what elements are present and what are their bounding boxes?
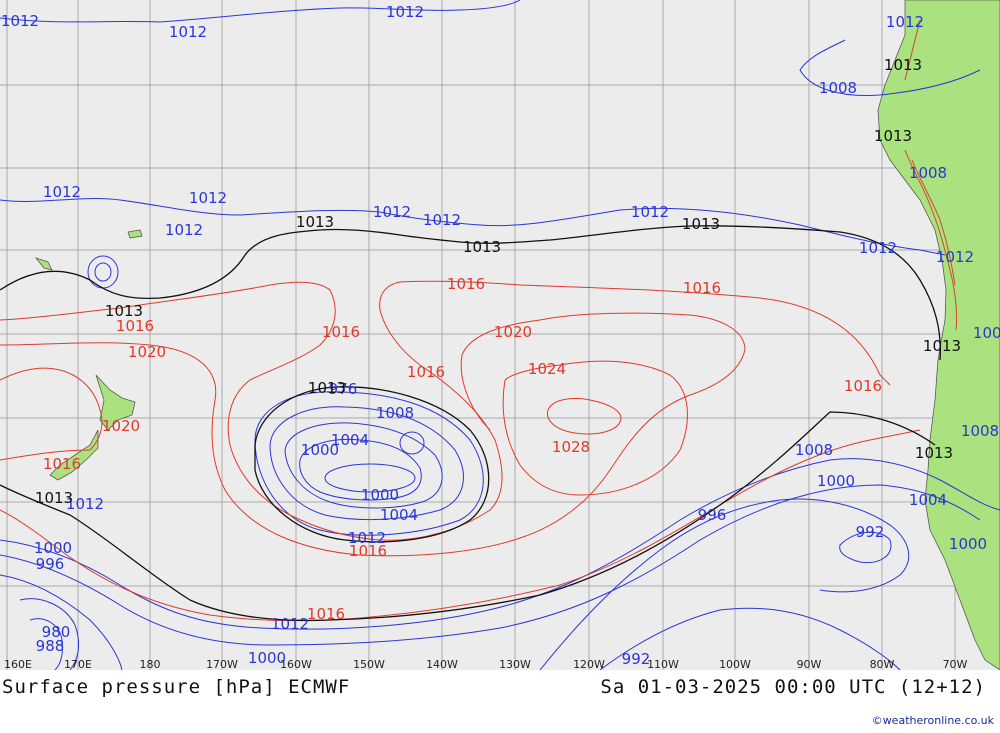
isobar-label-blue: 976	[329, 380, 358, 398]
pressure-map: 160E 170E 180 170W 160W 150W 140W 130W 120W 110W 1…	[0, 0, 1000, 670]
longitude-label: 160E	[4, 658, 32, 670]
isobar-label-red: 1016	[407, 363, 445, 381]
new-zealand-north	[95, 374, 136, 431]
isobar-label-black: 1013	[915, 444, 953, 462]
isobar-label-blue: 1004	[909, 491, 947, 509]
isobar-label-blue: 996	[698, 506, 727, 524]
isobar-label-red: 1016	[116, 317, 154, 335]
ocean-background	[0, 0, 1000, 670]
isobar-label-blue: 1012	[1, 12, 39, 30]
isobar-label-blue: 1012	[936, 248, 974, 266]
isobar-label-red: 1016	[683, 279, 721, 297]
isobar-label-red: 1016	[43, 455, 81, 473]
isobar-label-blue: 1008	[973, 324, 1000, 342]
isobar-label-red: 1020	[494, 323, 532, 341]
south-america	[877, 0, 1000, 670]
longitude-label: 80W	[870, 658, 895, 670]
isobar-label-blue: 1012	[271, 615, 309, 633]
longitude-label: 160W	[280, 658, 312, 670]
isobar-label-blue: 1008	[795, 441, 833, 459]
isobar-label-red: 1016	[322, 323, 360, 341]
longitude-label: 170W	[206, 658, 238, 670]
isobar-label-blue: 988	[36, 637, 65, 655]
isobar-label-red: 1016	[349, 542, 387, 560]
isobars-high	[0, 280, 921, 622]
andes-relief	[904, 19, 958, 331]
fiji-islands	[127, 229, 143, 239]
isobar-label-blue: 1008	[961, 422, 999, 440]
isobar-label-blue: 1000	[34, 539, 72, 557]
longitude-label: 150W	[353, 658, 385, 670]
isobar-label-blue: 992	[622, 650, 651, 668]
isobar-label-red: 1024	[528, 360, 566, 378]
isobar-label-red: 1020	[128, 343, 166, 361]
isobar-label-blue: 1008	[909, 164, 947, 182]
isobar-label-red: 1020	[102, 417, 140, 435]
isobar-label-blue: 1000	[361, 486, 399, 504]
longitude-label: 130W	[499, 658, 531, 670]
isobar-label-black: 1013	[463, 238, 501, 256]
isobar-label-blue: 1000	[248, 649, 286, 667]
isobar-label-blue: 996	[36, 555, 65, 573]
isobar-label-black: 1013	[874, 127, 912, 145]
isobar-label-blue: 1012	[386, 3, 424, 21]
isobar-label-black: 1013	[308, 379, 346, 397]
isobar-label-black: 1013	[35, 489, 73, 507]
isobar-label-blue: 1012	[189, 189, 227, 207]
isobar-label-blue: 1012	[165, 221, 203, 239]
longitude-label: 180	[140, 658, 161, 670]
isobar-label-black: 1013	[296, 213, 334, 231]
isobar-label-blue: 1000	[301, 441, 339, 459]
longitude-label: 100W	[719, 658, 751, 670]
isobar-label-black: 1013	[923, 337, 961, 355]
isobar-label-red: 1028	[552, 438, 590, 456]
isobar-label-blue: 1012	[348, 529, 386, 547]
isobar-label-blue: 980	[42, 623, 71, 641]
map-datetime: Sa 01-03-2025 00:00 UTC (12+12)	[600, 676, 986, 698]
isobar-label-blue: 1000	[817, 472, 855, 490]
title-bar	[0, 670, 1000, 733]
isobars-mean	[0, 225, 941, 622]
isobars-low	[0, 0, 1000, 670]
isobar-label-blue: 1012	[886, 13, 924, 31]
map-title: Surface pressure [hPa] ECMWF	[2, 676, 351, 698]
longitude-labels: 160E 170E 180 170W 160W 150W 140W 130W 120W 110W 1…	[4, 658, 968, 670]
longitude-label: 110W	[647, 658, 679, 670]
credit-link[interactable]: ©weatheronline.co.uk	[871, 714, 994, 727]
isobar-label-blue: 1012	[66, 495, 104, 513]
isobar-label-blue: 1012	[859, 239, 897, 257]
isobar-label-blue: 1004	[331, 431, 369, 449]
isobar-label-blue: 1012	[169, 23, 207, 41]
isobar-labels: 1012 1012 1012 1012 1012 1012 1012 1012 1012 1012…	[1, 3, 1000, 668]
longitude-label: 140W	[426, 658, 458, 670]
longitude-label: 170E	[64, 658, 92, 670]
isobar-label-blue: 1000	[949, 535, 987, 553]
isobar-label-red: 1016	[307, 605, 345, 623]
isobar-label-blue: 1008	[819, 79, 857, 97]
new-caledonia	[34, 257, 53, 271]
isobar-label-black: 1013	[682, 215, 720, 233]
longitude-label: 120W	[573, 658, 605, 670]
isobar-label-blue: 1012	[373, 203, 411, 221]
isobar-label-red: 1016	[844, 377, 882, 395]
isobar-label-blue: 992	[856, 523, 885, 541]
isobar-label-blue: 1012	[43, 183, 81, 201]
isobar-label-blue: 1004	[380, 506, 418, 524]
isobar-label-black: 1013	[105, 302, 143, 320]
longitude-label: 90W	[797, 658, 822, 670]
longitude-label: 70W	[943, 658, 968, 670]
isobar-label-blue: 1012	[631, 203, 669, 221]
isobar-label-black: 1013	[884, 56, 922, 74]
isobar-label-blue: 1012	[423, 211, 461, 229]
isobar-label-blue: 1008	[376, 404, 414, 422]
isobar-label-red: 1016	[447, 275, 485, 293]
